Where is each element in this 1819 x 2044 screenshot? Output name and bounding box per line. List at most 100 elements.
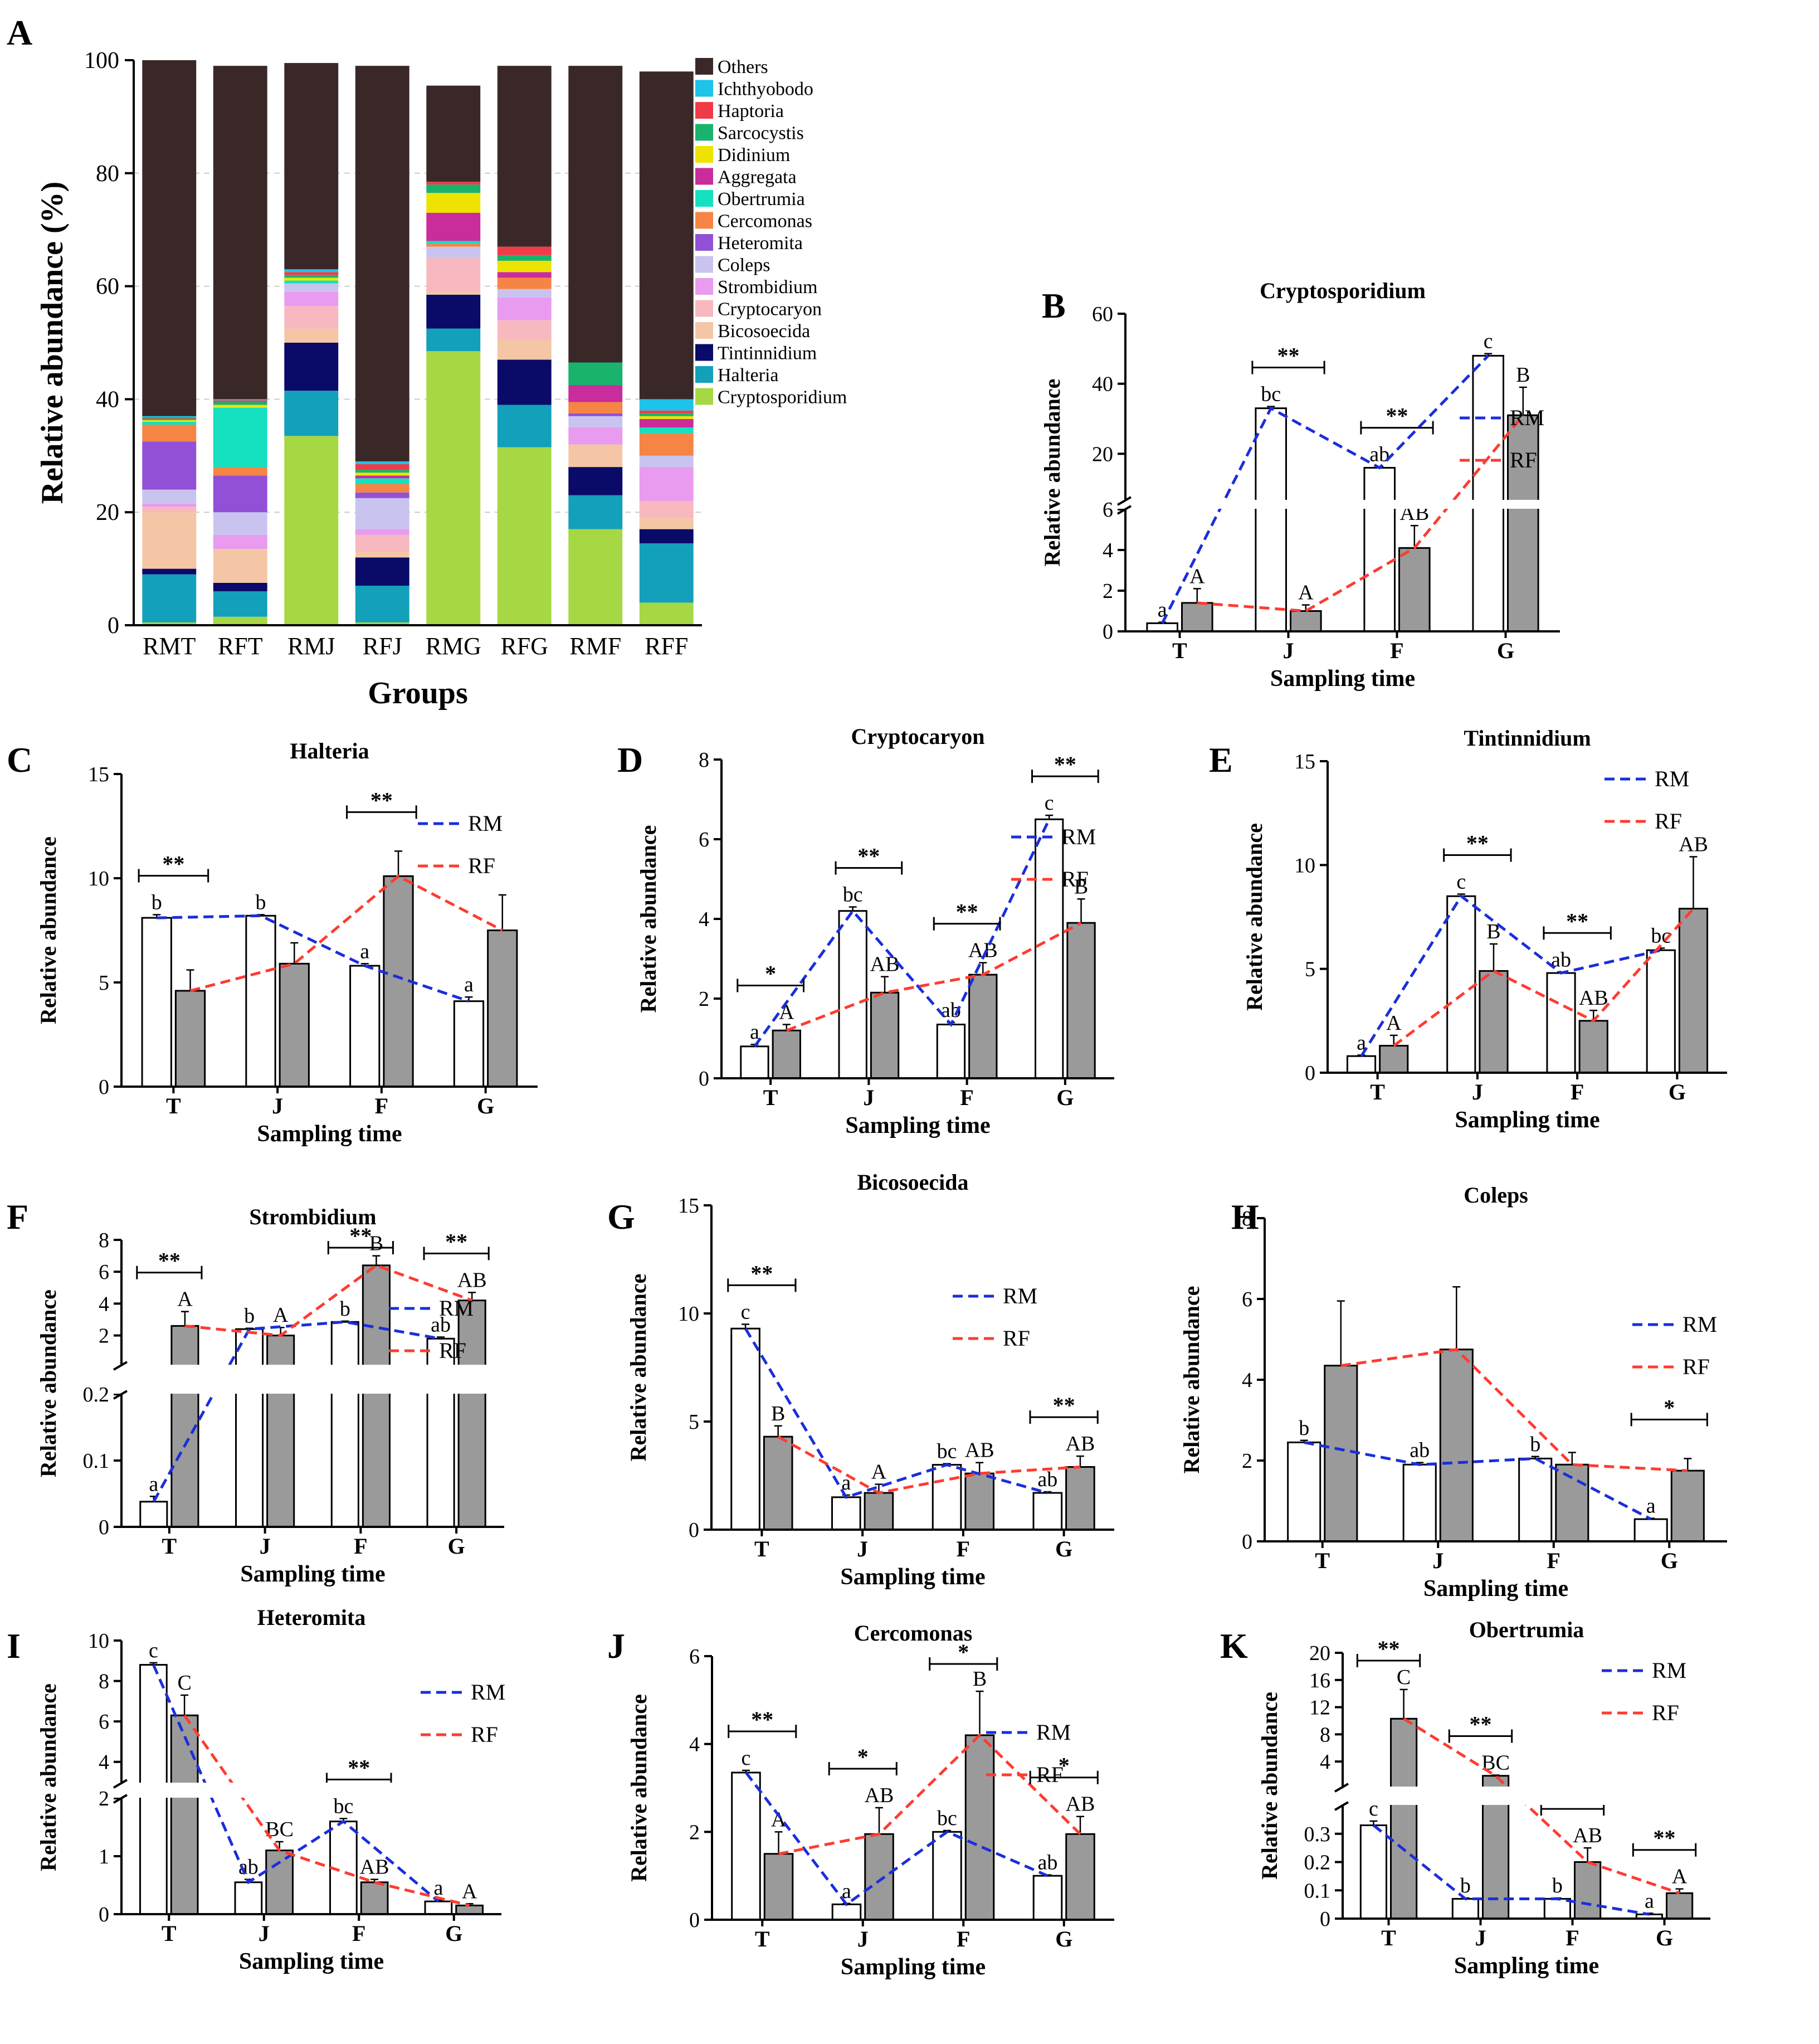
x-tick-label: RFJ — [363, 632, 402, 660]
y-tick-label: 6 — [1242, 1288, 1252, 1311]
significance-letter: c — [741, 1300, 750, 1323]
bar-segment — [639, 418, 694, 428]
significance-marker: * — [958, 1639, 969, 1665]
trend-line — [152, 1320, 441, 1503]
bar — [1472, 354, 1504, 632]
y-tick-label: 0 — [1242, 1530, 1252, 1554]
legend-entry: Obertrumia — [718, 189, 805, 210]
legend-entry: RF — [1655, 809, 1682, 834]
chart-title: Cercomonas — [854, 1620, 973, 1646]
bar-segment — [497, 297, 552, 320]
bar-segment — [355, 66, 409, 461]
legend-entry: Sarcocystis — [718, 123, 804, 144]
panel-K: K Obertrumia00.10.20.348121620cCTbBCJbABF… — [1220, 1617, 1716, 1979]
y-tick-label: 40 — [1092, 373, 1113, 396]
bar-segment — [639, 500, 694, 518]
y-tick-label: 2 — [689, 1821, 700, 1844]
x-axis-title: Sampling time — [1455, 1107, 1599, 1133]
legend-entry: Tintinnidium — [718, 343, 817, 364]
bar — [932, 1831, 962, 1921]
bar-segment — [284, 283, 339, 292]
significance-marker: ** — [857, 844, 880, 869]
y-tick-label: 15 — [678, 1194, 699, 1218]
axis-break-band — [110, 1783, 507, 1798]
bar-segment — [426, 241, 481, 244]
legend-entry: RM — [1061, 824, 1096, 849]
significance-marker: ** — [1053, 1393, 1075, 1418]
significance-letter: C — [1397, 1666, 1411, 1689]
y-tick-label: 6 — [99, 1710, 109, 1734]
significance-letter: b — [1460, 1874, 1471, 1897]
significance-marker: * — [1059, 1753, 1070, 1778]
trend-line — [1393, 907, 1695, 1047]
legend-entry: Cryptosporidium — [718, 387, 847, 408]
bar — [349, 965, 381, 1088]
significance-marker: ** — [348, 1755, 370, 1780]
bar-segment — [284, 275, 339, 278]
bar — [424, 1900, 453, 1915]
bar-segment — [639, 433, 694, 456]
y-tick-label: 2 — [99, 1787, 109, 1811]
trend-line — [1372, 1824, 1650, 1916]
y-tick-label: 4 — [1103, 539, 1113, 562]
y-tick-label: 8 — [99, 1229, 109, 1252]
x-axis-title: Sampling time — [841, 1954, 986, 1980]
x-axis-title: Sampling time — [1423, 1576, 1568, 1602]
bar-segment — [284, 343, 339, 391]
trend-line — [152, 1664, 440, 1903]
x-tick-label: T — [1172, 638, 1187, 663]
x-tick-label: J — [857, 1536, 868, 1561]
significance-letter: B — [369, 1232, 383, 1255]
bar — [174, 990, 206, 1088]
legend: RM RF — [389, 1296, 474, 1363]
bar — [740, 1045, 769, 1079]
significance-letter: AB — [360, 1856, 389, 1879]
bar — [1398, 547, 1431, 632]
x-tick-label: J — [260, 1534, 271, 1559]
significance-letter: b — [1552, 1874, 1563, 1897]
significance-letter: A — [1189, 564, 1205, 588]
y-tick-label: 6 — [689, 1645, 700, 1668]
bar — [731, 1772, 761, 1921]
significance-letter: bc — [843, 883, 863, 907]
bar-segment — [284, 306, 339, 329]
significance-letter: AB — [1579, 986, 1608, 1010]
bar-segment — [497, 405, 552, 447]
y-axis-title: Relative abundance — [626, 1694, 651, 1882]
bar-segment — [284, 436, 339, 625]
significance-letter: bc — [937, 1807, 957, 1830]
bar-segment — [213, 475, 267, 513]
x-tick-label: T — [1315, 1548, 1330, 1573]
legend-entry: Coleps — [718, 255, 770, 276]
bar-segment — [355, 473, 409, 476]
significance-letter: AB — [865, 1784, 894, 1807]
legend-entry: Didinium — [718, 145, 790, 166]
bar — [235, 1328, 264, 1528]
trend-line — [786, 921, 1082, 1032]
bar-segment — [426, 193, 481, 213]
x-axis-title: Sampling time — [840, 1564, 985, 1590]
x-tick-label: RMG — [426, 632, 481, 660]
significance-marker: ** — [1054, 752, 1076, 777]
bar — [1402, 1463, 1437, 1542]
y-tick-label: 10 — [88, 1629, 109, 1653]
legend: OthersIchthyobodoHaptoriaSarcocystisDidi… — [695, 57, 847, 408]
bar — [763, 1853, 794, 1921]
significance-letter: a — [842, 1880, 851, 1903]
y-tick-label: 2 — [699, 987, 709, 1011]
legend-swatch — [695, 80, 713, 97]
bar — [1633, 1518, 1668, 1542]
legend-swatch — [695, 212, 713, 229]
y-axis-title: Relative abundance — [36, 1289, 61, 1477]
y-tick-label: 2 — [1242, 1449, 1252, 1473]
x-tick-label: G — [1661, 1548, 1678, 1573]
bar-segment — [213, 407, 267, 468]
bar — [330, 1321, 359, 1528]
bar — [139, 1501, 168, 1528]
x-tick-label: J — [857, 1926, 869, 1951]
significance-letter: A — [1672, 1865, 1688, 1889]
panel-label: B — [1042, 286, 1066, 325]
significance-letter: b — [255, 890, 266, 914]
significance-letter: a — [1357, 1031, 1366, 1054]
